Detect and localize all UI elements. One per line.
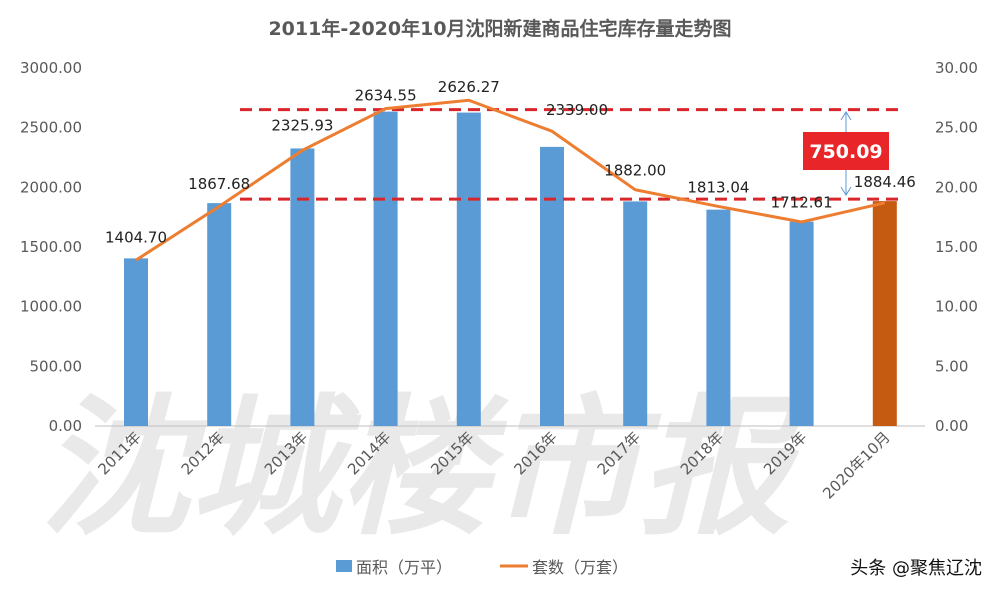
legend-bar-label: 面积（万平） [356, 558, 452, 577]
source-credit: 头条 @聚焦辽沈 [850, 558, 982, 579]
annotation-text: 750.09 [809, 141, 882, 163]
bar [789, 221, 814, 426]
bar [124, 258, 148, 426]
legend-line-label: 套数（万套） [532, 558, 628, 577]
difference-annotation: 750.09 [803, 111, 889, 196]
legend-bar-swatch [336, 560, 352, 572]
watermark: 沈城楼市报 [40, 382, 808, 556]
right-tick-label: 10.00 [935, 298, 978, 316]
bar [207, 203, 232, 426]
right-tick-label: 0.00 [935, 417, 968, 435]
left-tick-label: 2000.00 [20, 178, 82, 196]
bar [290, 148, 315, 426]
bar [706, 209, 731, 426]
data-label: 2634.55 [355, 87, 417, 105]
bar [872, 201, 897, 426]
left-tick-label: 2500.00 [20, 119, 82, 137]
left-tick-label: 0.00 [49, 417, 82, 435]
data-label: 1404.70 [105, 228, 167, 246]
bar [623, 201, 648, 426]
x-tick-label: 2020年10月 [819, 428, 893, 502]
arrowheads [840, 111, 852, 196]
data-label: 2325.93 [271, 116, 333, 134]
left-tick-label: 500.00 [30, 357, 83, 375]
right-tick-label: 30.00 [935, 59, 978, 77]
bar [540, 146, 564, 426]
right-tick-label: 5.00 [935, 357, 968, 375]
left-tick-label: 1500.00 [20, 238, 82, 256]
right-tick-label: 25.00 [935, 119, 978, 137]
data-label: 1867.68 [188, 175, 250, 193]
bar [456, 112, 481, 426]
legend: 面积（万平） 套数（万套） [336, 558, 628, 577]
right-tick-label: 20.00 [935, 178, 978, 196]
bar [373, 111, 398, 427]
line-series [135, 98, 886, 262]
left-tick-label: 3000.00 [20, 59, 82, 77]
data-label: 2339.00 [546, 101, 608, 119]
data-label: 1884.46 [854, 173, 916, 191]
right-tick-label: 15.00 [935, 238, 978, 256]
chart-title: 2011年-2020年10月沈阳新建商品住宅库存量走势图 [268, 17, 731, 40]
data-label: 1882.00 [604, 162, 666, 180]
data-label: 1712.61 [771, 194, 833, 212]
data-label: 1813.04 [687, 178, 749, 196]
left-tick-label: 1000.00 [20, 298, 82, 316]
annotation-box [803, 132, 889, 170]
data-label: 2626.27 [438, 78, 500, 96]
